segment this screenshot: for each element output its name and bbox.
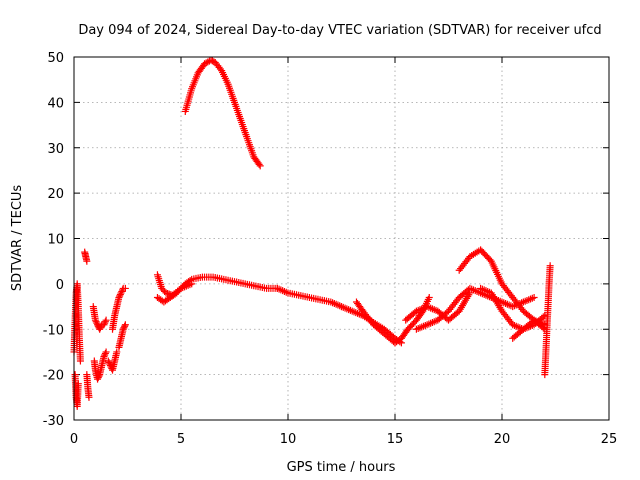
y-tick-label: -20: [43, 369, 64, 384]
y-tick-label: 30: [47, 142, 64, 157]
y-axis-label: SDTVAR / TECUs: [10, 185, 25, 292]
series-arc-late-4: [541, 262, 554, 379]
data-point: [204, 58, 212, 66]
data-point: [96, 324, 104, 332]
data-point: [118, 287, 126, 295]
data-point: [93, 319, 101, 327]
x-tick-label: 20: [494, 432, 511, 447]
data-point: [106, 360, 114, 368]
series-arc-mid-3b: [352, 298, 399, 347]
series-arc-early-1: [70, 280, 84, 365]
data-point: [256, 162, 264, 170]
x-axis-label: GPS time / hours: [287, 460, 396, 475]
y-tick-labels: -30 -20 -10 0 10 20 30 40 50: [43, 51, 64, 429]
series-arc-early-8: [115, 321, 129, 351]
series-arc-mid-1: [153, 273, 281, 306]
data-point: [85, 393, 93, 401]
data-point: [546, 262, 554, 270]
series-arc-early-4: [89, 303, 110, 333]
y-tick-label: -30: [43, 414, 64, 429]
series-arc-early-2: [81, 248, 91, 265]
data-point: [92, 318, 100, 326]
series-arc-early-3: [83, 371, 93, 401]
data-point: [95, 372, 103, 380]
data-point: [425, 293, 433, 301]
data-point: [94, 374, 102, 382]
data-point: [74, 380, 82, 388]
data-point: [120, 324, 128, 332]
x-tick-label: 5: [177, 432, 185, 447]
series-arc-high: [181, 56, 264, 170]
y-tick-label: 0: [56, 278, 64, 293]
series-arc-early-1b: [71, 371, 82, 410]
series-arc-mid-4: [391, 293, 433, 347]
chart-title: Day 094 of 2024, Sidereal Day-to-day VTE…: [78, 23, 601, 38]
data-point: [76, 357, 84, 365]
data-point: [101, 349, 109, 357]
data-point: [96, 325, 104, 333]
data-point: [102, 316, 110, 324]
data-point: [116, 292, 124, 300]
data-point: [104, 357, 112, 365]
data-point: [101, 318, 109, 326]
data-point: [94, 375, 102, 383]
data-point: [119, 325, 127, 333]
grid-lines: [74, 57, 609, 420]
y-tick-label: 40: [47, 96, 64, 111]
data-point: [116, 290, 124, 298]
series-arc-mid-1b: [153, 271, 196, 299]
series-arc-mid-6: [412, 284, 538, 333]
data-point: [121, 284, 129, 292]
series-arc-mid-2: [273, 284, 345, 311]
data-point: [101, 351, 109, 359]
x-tick-label: 10: [280, 432, 297, 447]
x-tick-labels: 0 5 10 15 20 25: [70, 432, 617, 447]
series-arc-early-5: [90, 348, 110, 383]
y-tick-label: -10: [43, 323, 64, 338]
series-arc-late-1: [455, 246, 549, 333]
data-point: [121, 321, 129, 329]
y-tick-label: 10: [47, 233, 64, 248]
y-tick-label: 50: [47, 51, 64, 66]
x-tick-label: 15: [387, 432, 404, 447]
data-point: [121, 322, 129, 330]
series-arc-early-6: [104, 348, 121, 374]
y-tick-label: 20: [47, 187, 64, 202]
plot-frame: [73, 56, 610, 421]
series-arc-early-7: [109, 284, 129, 333]
data-point: [117, 289, 125, 297]
data-points: [70, 56, 554, 410]
data-point: [102, 348, 110, 356]
data-point: [216, 65, 224, 73]
data-point: [530, 293, 538, 301]
data-point: [101, 319, 109, 327]
data-point: [188, 280, 196, 288]
data-point: [255, 160, 263, 168]
data-point: [113, 348, 121, 356]
data-point: [91, 316, 99, 324]
data-point: [115, 293, 123, 301]
series-arc-late-3: [509, 316, 549, 342]
data-point: [83, 257, 91, 265]
data-point: [100, 352, 108, 360]
data-point: [100, 321, 108, 329]
x-tick-label: 25: [601, 432, 618, 447]
x-tick-label: 0: [70, 432, 78, 447]
